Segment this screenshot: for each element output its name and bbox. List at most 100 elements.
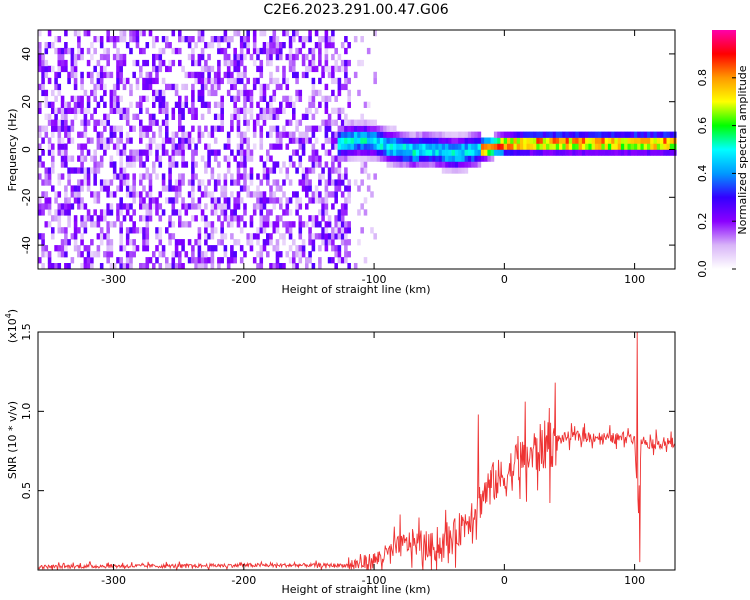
spectrogram-cell <box>575 137 579 144</box>
spectrogram-cell <box>99 239 104 246</box>
spectrogram-cell <box>256 251 260 258</box>
spectrogram-cell <box>165 149 169 156</box>
spectrogram-cell <box>54 77 58 85</box>
spectrogram-cell <box>415 155 420 162</box>
spectrogram-cell <box>262 42 267 49</box>
spectrogram-cell <box>213 83 218 91</box>
spectrogram-cell <box>295 251 299 258</box>
spectrogram-cell <box>467 161 472 168</box>
spectrogram-cell <box>70 257 75 264</box>
spectrogram-cell <box>239 197 244 204</box>
spectrogram-cell <box>80 143 84 150</box>
y-tick-label: 1.5 <box>20 323 33 341</box>
spectrogram-cell <box>314 149 319 156</box>
spectrogram-cell <box>269 59 273 67</box>
spectrogram-cell <box>334 233 338 240</box>
spectrogram-cell <box>223 47 228 55</box>
spectrogram-cell <box>116 36 120 43</box>
spectrogram-cell <box>64 143 68 150</box>
spectrogram-cell <box>331 233 335 240</box>
spectrogram-cell <box>279 131 283 138</box>
spectrogram-cell <box>80 149 84 156</box>
spectrogram-cell <box>366 119 371 126</box>
spectrogram-cell <box>145 143 150 150</box>
spectrogram-cell <box>210 89 215 97</box>
spectrogram-cell <box>70 95 75 102</box>
spectrogram-cell <box>249 173 254 180</box>
colorbar-tick-label: 0.2 <box>696 212 709 230</box>
spectrogram-cell <box>171 47 176 55</box>
spectrogram-cell <box>191 191 195 198</box>
spectrogram-cell <box>132 125 136 132</box>
spectrogram-cell <box>252 119 257 126</box>
spectrogram-cell <box>425 137 430 144</box>
spectrogram-cell <box>474 143 478 150</box>
spectrogram-cell <box>292 36 296 43</box>
snr-y-ticks: 0.51.01.5 <box>20 323 675 499</box>
spectrogram-cell <box>116 83 120 91</box>
spectrogram-cell <box>334 191 338 198</box>
spectrogram-cell <box>477 137 482 144</box>
spectrogram-cell <box>588 137 592 144</box>
spectrogram-cell <box>604 137 609 144</box>
spectrogram-cell <box>155 53 159 61</box>
spectrogram-cell <box>181 245 185 252</box>
spectrogram-cell <box>38 30 42 37</box>
spectrogram-cell <box>145 95 150 102</box>
spectrogram-cell <box>38 107 42 114</box>
spectrogram-cell <box>353 143 358 150</box>
x-tick-label: -200 <box>231 574 256 587</box>
spectrogram-cell <box>230 36 234 43</box>
spectrogram-cell <box>47 209 52 216</box>
spectrogram-cell <box>282 161 286 168</box>
spectrogram-cell <box>142 203 146 210</box>
spectrogram-cell <box>337 125 342 132</box>
spectrogram-cell <box>142 125 146 132</box>
spectrogram-cell <box>480 155 485 162</box>
spectrogram-cell <box>337 209 342 216</box>
spectrogram-cell <box>445 167 449 174</box>
spectrogram-cell <box>279 143 283 150</box>
colorbar-tick-label: 0.6 <box>696 117 709 135</box>
spectrogram-cell <box>266 149 270 156</box>
spectrogram-cell <box>64 227 68 234</box>
spectrogram-cell <box>161 107 166 114</box>
spectrogram-cell <box>80 203 84 210</box>
spectrogram-cell <box>106 185 110 192</box>
spectrogram-cell <box>233 77 237 85</box>
spectrogram-cell <box>298 179 303 186</box>
spectrogram-cell <box>112 221 117 228</box>
spectrogram-cell <box>266 167 270 174</box>
spectrogram-cell <box>181 149 185 156</box>
spectrogram-cell <box>64 149 68 156</box>
spectrogram-cell <box>191 95 195 102</box>
spectrogram-cell <box>406 137 410 144</box>
spectrogram-cell <box>213 101 218 108</box>
spectrogram-cell <box>60 245 65 252</box>
spectrogram-cell <box>129 149 133 156</box>
spectrogram-cell <box>200 95 205 102</box>
spectrogram-cell <box>41 245 45 252</box>
spectrogram-cell <box>454 131 459 138</box>
spectrogram-cell <box>461 161 465 168</box>
spectrogram-cell <box>337 161 342 168</box>
spectrogram-cell <box>90 215 94 222</box>
spectrogram-cell <box>269 101 273 108</box>
spectrogram-cell <box>448 167 452 174</box>
spectrogram-cell <box>266 59 270 67</box>
spectrogram-cell <box>249 215 254 222</box>
spectrogram-cell <box>285 173 290 180</box>
spectrogram-cell <box>288 233 293 240</box>
spectrogram-cell <box>520 149 524 156</box>
spectrogram-cell <box>93 107 97 114</box>
spectrogram-cell <box>171 143 176 150</box>
spectrogram-cell <box>279 42 283 49</box>
spectrogram-cell <box>83 113 88 120</box>
spectrogram-cell <box>637 149 641 156</box>
spectrogram-cell <box>266 53 270 61</box>
spectrogram-cell <box>252 131 257 138</box>
spectrogram-cell <box>139 263 143 270</box>
spectrogram-cell <box>269 155 273 162</box>
spectrogram-cell <box>73 107 78 114</box>
spectrogram-cell <box>660 149 664 156</box>
